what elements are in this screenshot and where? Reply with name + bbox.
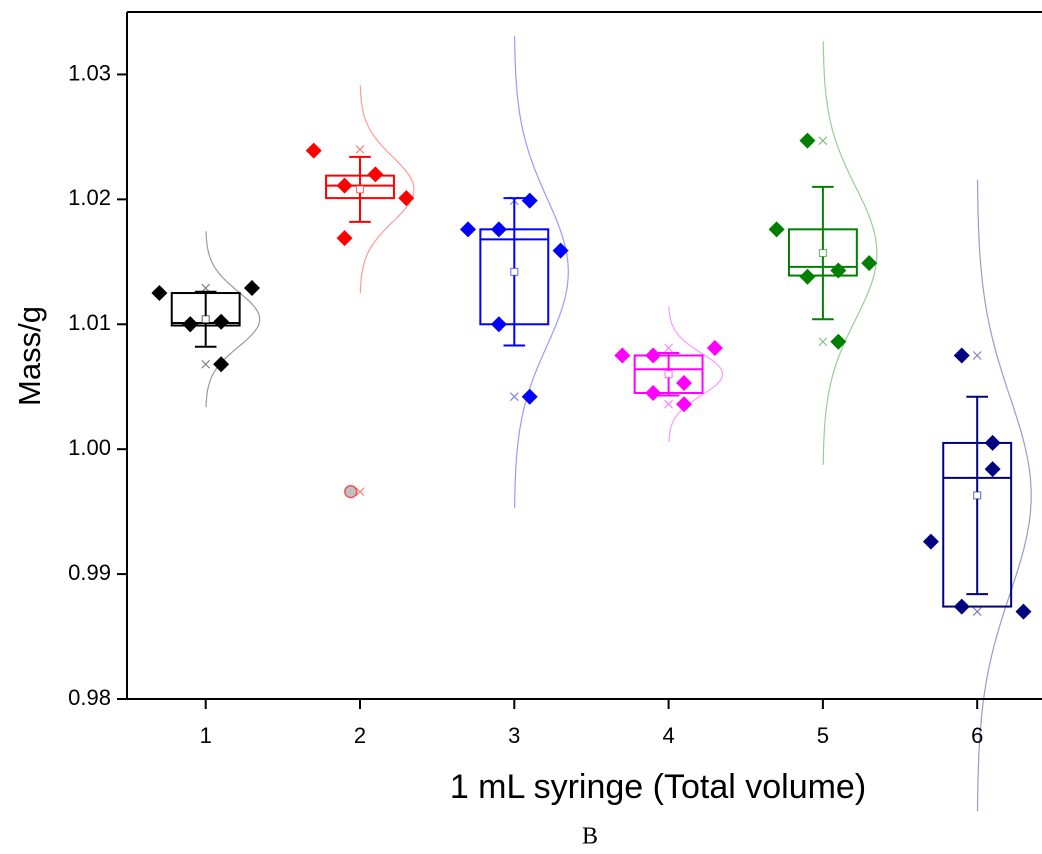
data-point (521, 388, 538, 405)
data-point (460, 221, 477, 238)
data-point (984, 461, 1001, 478)
data-point (182, 316, 199, 333)
data-point (243, 280, 260, 297)
data-point (706, 340, 723, 357)
data-point (367, 166, 384, 183)
normal-curve (514, 35, 569, 508)
max-marker (355, 144, 365, 154)
y-tick-label: 0.98 (68, 685, 111, 710)
y-tick-label: 1.00 (68, 435, 111, 460)
data-point (953, 347, 970, 364)
data-point (922, 533, 939, 550)
max-marker (201, 283, 211, 293)
data-point (521, 192, 538, 209)
mean (664, 370, 673, 379)
data-point (151, 285, 168, 302)
data-point (676, 396, 693, 413)
mean (355, 185, 364, 194)
max-marker (818, 136, 828, 146)
data-point (768, 221, 785, 238)
min-marker (355, 487, 365, 497)
data-point (799, 268, 816, 285)
normal-curve (359, 85, 415, 294)
min-marker (509, 392, 519, 402)
data-point (490, 221, 507, 238)
y-tick-label: 0.99 (68, 560, 111, 585)
normal-curve (205, 231, 261, 408)
x-axis-title: 1 mL syringe (Total volume) (450, 768, 866, 806)
x-tick-label: 3 (508, 723, 520, 748)
data-point (645, 347, 662, 364)
normal-curve (822, 41, 878, 465)
data-point (984, 434, 1001, 451)
caption: B (582, 824, 598, 850)
mean (818, 249, 827, 258)
data-point (614, 347, 631, 364)
data-point (830, 262, 847, 279)
data-point (1015, 603, 1032, 620)
y-tick-label: 1.03 (68, 60, 111, 85)
data-point (336, 177, 353, 194)
max-marker (972, 351, 982, 360)
data-point (645, 384, 662, 401)
data-point (861, 255, 878, 272)
data-point (799, 132, 816, 149)
normal-curve (668, 306, 724, 443)
x-tick-label: 6 (971, 723, 983, 748)
data-point (336, 230, 353, 247)
min-marker (664, 399, 674, 409)
data-point (490, 316, 507, 333)
y-tick-label: 1.01 (68, 310, 111, 335)
data-point (953, 598, 970, 615)
data-point (305, 142, 322, 159)
data-point (552, 242, 569, 259)
y-axis-title: Mass/g (12, 306, 47, 406)
data-point (398, 190, 415, 207)
x-tick-label: 4 (662, 723, 674, 748)
min-marker (201, 359, 211, 369)
data-point (213, 313, 230, 330)
max-marker (509, 196, 519, 206)
mean (973, 491, 982, 500)
min-marker (972, 607, 982, 616)
data-point (213, 356, 230, 373)
outlier (343, 484, 358, 499)
x-tick-label: 2 (354, 723, 366, 748)
x-tick-label: 5 (817, 723, 829, 748)
data-point (830, 333, 847, 350)
normal-curve (976, 179, 1032, 812)
mean (510, 267, 519, 276)
y-tick-label: 1.02 (68, 185, 111, 210)
max-marker (664, 343, 674, 353)
mean (201, 315, 210, 324)
min-marker (818, 337, 828, 347)
data-point (676, 374, 693, 391)
x-tick-label: 1 (200, 723, 212, 748)
